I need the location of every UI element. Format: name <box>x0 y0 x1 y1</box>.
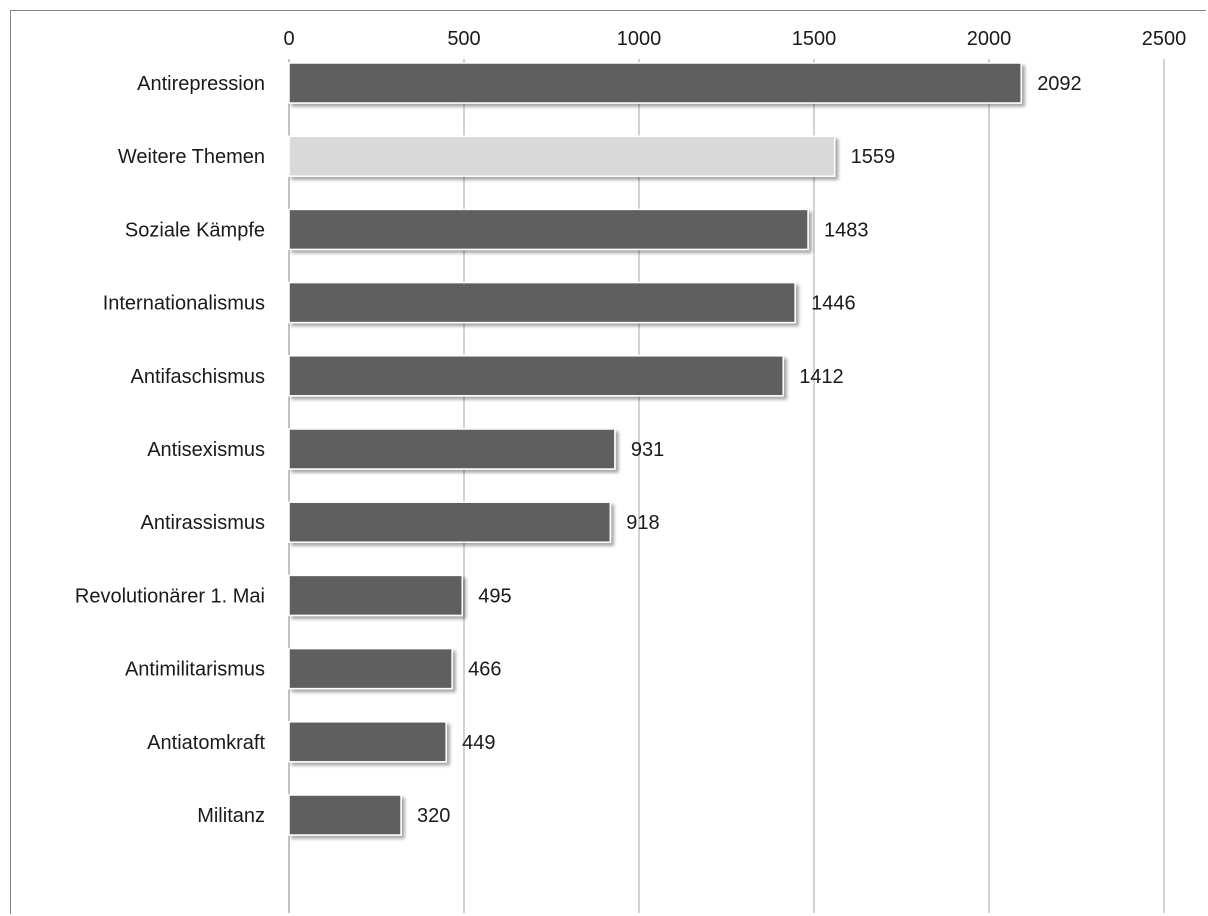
data-label: 495 <box>478 585 511 607</box>
bar <box>288 501 612 543</box>
category-label: Internationalismus <box>103 293 265 315</box>
x-tick-label: 500 <box>447 28 480 50</box>
data-label: 918 <box>626 512 659 534</box>
bar <box>288 647 453 690</box>
data-label: 466 <box>468 659 501 681</box>
category-label: Antimilitarismus <box>125 659 265 681</box>
bar <box>288 281 796 324</box>
x-tick-label: 1000 <box>617 28 662 50</box>
value-labels: 2092 1559 1483 1446 1412 931 918 495 466 449 320 <box>417 73 1082 827</box>
data-label: 449 <box>462 732 495 754</box>
data-label: 1483 <box>824 219 869 241</box>
category-labels: Antirepression Weitere Themen Soziale Kämp… <box>75 73 266 827</box>
chart-area: 0 500 1000 1500 2000 2500 Antirepression Weite… <box>10 10 1206 914</box>
bar-chart: 0 500 1000 1500 2000 2500 Antirepression Weite… <box>75 28 1186 913</box>
bar <box>288 428 616 470</box>
bar <box>288 135 836 177</box>
category-label: Antiatomkraft <box>147 732 265 754</box>
x-axis-ticks: 0 500 1000 1500 2000 2500 <box>283 28 1186 50</box>
data-label: 1559 <box>851 146 896 168</box>
gridlines <box>288 59 1165 913</box>
category-label: Antirassismus <box>141 512 265 534</box>
data-label: 2092 <box>1037 73 1082 95</box>
bar <box>288 794 402 836</box>
bars <box>288 62 1022 836</box>
category-label: Antisexismus <box>147 439 265 461</box>
category-label: Weitere Themen <box>118 146 265 168</box>
data-label: 931 <box>631 439 664 461</box>
category-label: Soziale Kämpfe <box>125 219 265 241</box>
data-label: 1446 <box>811 293 856 315</box>
bar <box>288 574 463 617</box>
category-label: Antirepression <box>137 73 265 95</box>
bar <box>288 208 809 251</box>
bar <box>288 721 447 763</box>
category-label: Revolutionärer 1. Mai <box>75 585 265 607</box>
data-label: 320 <box>417 805 450 827</box>
bar <box>288 355 784 397</box>
data-label: 1412 <box>799 366 844 388</box>
x-tick-label: 0 <box>283 28 294 50</box>
category-label: Antifaschismus <box>131 366 266 388</box>
x-tick-label: 1500 <box>792 28 837 50</box>
category-label: Militanz <box>197 805 265 827</box>
bar <box>288 62 1022 104</box>
x-tick-label: 2500 <box>1142 28 1187 50</box>
x-tick-label: 2000 <box>967 28 1012 50</box>
